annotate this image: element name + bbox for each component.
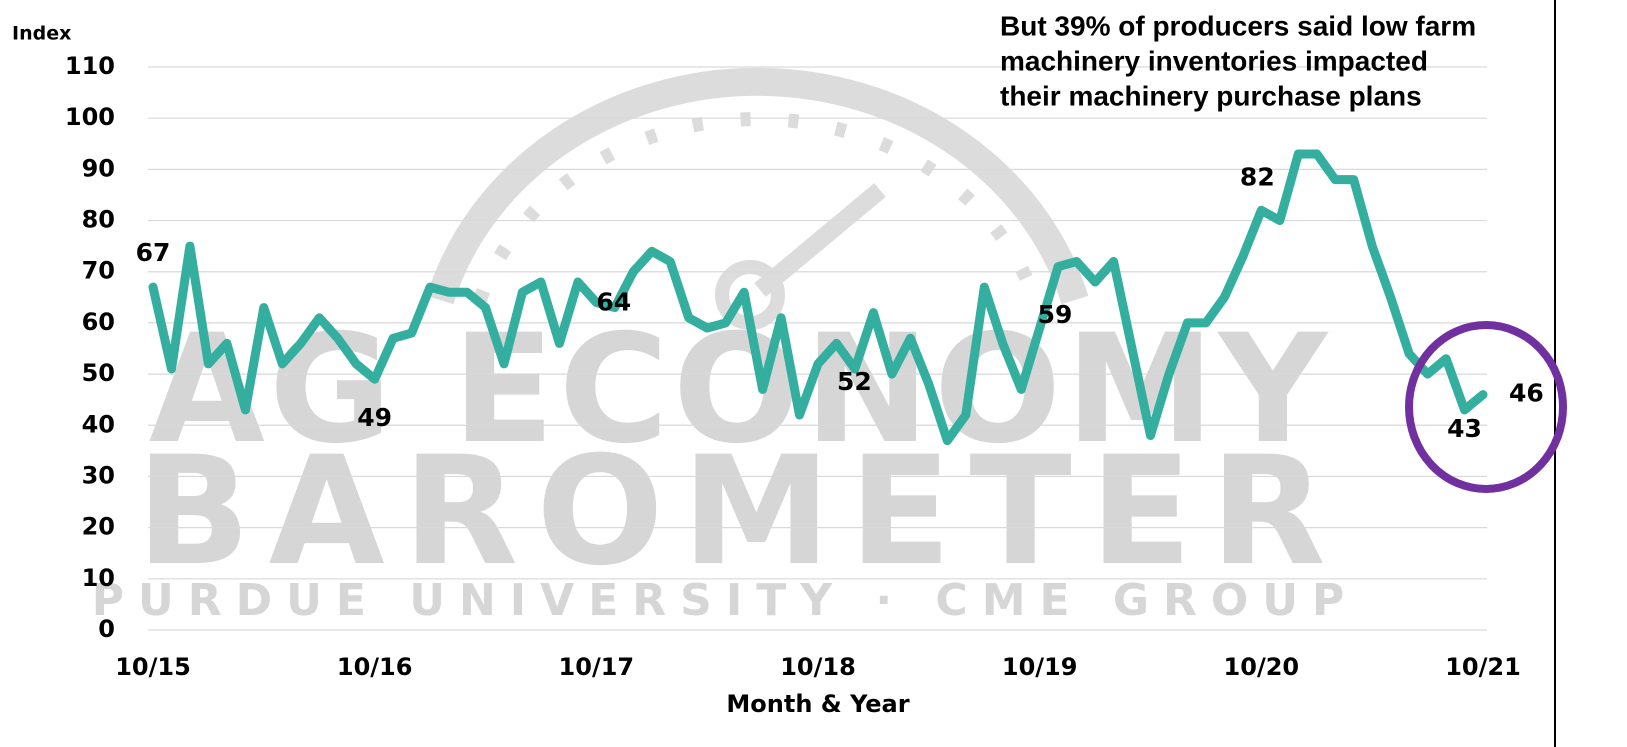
- y-tick-label: 50: [82, 359, 115, 387]
- y-tick-label: 80: [82, 206, 115, 234]
- y-tick-label: 40: [82, 410, 115, 438]
- annotation-line: machinery inventories impacted: [1000, 45, 1428, 76]
- y-axis-label: Index: [12, 23, 71, 45]
- y-tick-label: 110: [65, 52, 115, 80]
- y-tick-label: 20: [82, 513, 115, 541]
- value-label: 82: [1240, 162, 1275, 191]
- y-tick-label: 70: [82, 257, 115, 285]
- y-tick-label: 60: [82, 308, 115, 336]
- value-label: 46: [1509, 379, 1544, 408]
- annotation-line: their machinery purchase plans: [1000, 80, 1422, 111]
- x-axis-label: Month & Year: [726, 690, 909, 718]
- x-tick-label: 10/15: [115, 653, 191, 681]
- x-tick-label: 10/17: [559, 653, 635, 681]
- value-label: 64: [596, 287, 631, 316]
- y-tick-label: 10: [82, 564, 115, 592]
- value-label: 43: [1447, 414, 1482, 443]
- x-tick-label: 10/16: [337, 653, 413, 681]
- watermark-text: PURDUE UNIVERSITY · CME GROUP: [92, 575, 1359, 626]
- annotation: But 39% of producers said low farm machin…: [1000, 10, 1476, 111]
- value-label: 59: [1038, 300, 1073, 329]
- x-tick-label: 10/19: [1002, 653, 1078, 681]
- value-label: 49: [357, 403, 392, 432]
- chart: AG ECONOMYBAROMETERPURDUE UNIVERSITY · C…: [0, 0, 1627, 747]
- annotation-line: But 39% of producers said low farm: [1000, 10, 1476, 41]
- x-tick-label: 10/18: [780, 653, 856, 681]
- watermark-text: BAROMETER: [136, 425, 1343, 599]
- y-tick-label: 100: [65, 103, 115, 131]
- y-tick-label: 0: [98, 615, 115, 643]
- x-tick-label: 10/20: [1224, 653, 1300, 681]
- value-label: 67: [136, 238, 171, 267]
- value-label: 52: [837, 367, 872, 396]
- y-tick-label: 30: [82, 461, 115, 489]
- y-tick-label: 90: [82, 154, 115, 182]
- x-tick-label: 10/21: [1445, 653, 1521, 681]
